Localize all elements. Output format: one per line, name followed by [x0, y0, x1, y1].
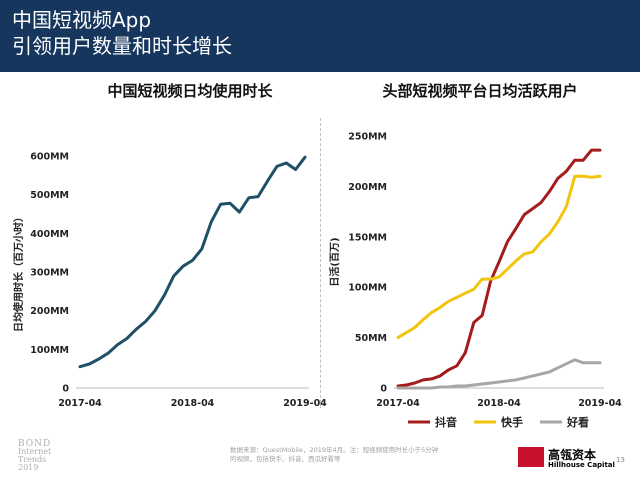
page-subtitle: 引领用户数量和时长增长 — [12, 34, 232, 58]
left-y-tick: 300MM — [30, 268, 69, 279]
page-title: 中国短视频App — [12, 8, 152, 32]
right-series-line-抖音 — [396, 148, 602, 388]
bond-logo: BOND Internet Trends 2019 — [18, 440, 78, 472]
left-y-tick: 0 — [62, 384, 69, 395]
bond-logo-subtitle: Internet Trends — [18, 447, 52, 464]
left-chart-title: 中国短视频日均使用时长 — [107, 82, 273, 100]
left-y-tick: 200MM — [30, 306, 69, 317]
left-y-tick: 500MM — [30, 190, 69, 201]
right-x-tick: 2018-04 — [477, 398, 521, 409]
right-y-tick: 200MM — [348, 182, 387, 193]
left-x-tick: 2017-04 — [58, 398, 102, 409]
left-x-tick: 2018-04 — [171, 398, 215, 409]
hillhouse-logo-english: Hillhouse Capital — [548, 461, 615, 469]
left-x-tick: 2019-04 — [283, 398, 327, 409]
right-y-tick: 50MM — [355, 333, 387, 344]
chart-divider — [320, 118, 321, 408]
hillhouse-logo-chinese: 高瓴资本 — [548, 448, 597, 462]
page-number: 13 — [616, 456, 625, 464]
left-y-tick: 100MM — [30, 345, 69, 356]
right-chart-title: 头部短视频平台日均活跃用户 — [382, 82, 578, 100]
left-series-line — [78, 155, 307, 369]
left-y-tick: 400MM — [30, 229, 69, 240]
right-y-tick: 250MM — [348, 132, 387, 143]
legend-label: 好看 — [566, 415, 589, 429]
right-series-line-快手 — [396, 174, 602, 340]
right-y-axis-title: 日活(百万) — [328, 237, 341, 286]
right-y-tick: 0 — [380, 384, 387, 395]
left-y-tick: 600MM — [30, 152, 69, 163]
hillhouse-logo-mark — [518, 447, 544, 467]
right-series-line-好看 — [396, 358, 602, 390]
right-x-tick: 2017-04 — [376, 398, 420, 409]
left-y-axis-title: 日均使用时长（百万小时） — [12, 212, 25, 332]
source-note-line2: 的视频，包括快手、抖音、西瓜好看等 — [230, 455, 341, 463]
source-note-line1: 数据来源：QuestMobile，2019年4月。注：短视频使用时长小于5分钟 — [230, 446, 439, 454]
source-note: 数据来源：QuestMobile，2019年4月。注：短视频使用时长小于5分钟 … — [230, 446, 450, 464]
right-x-tick: 2019-04 — [578, 398, 622, 409]
right-y-tick: 100MM — [348, 283, 387, 294]
bond-logo-year: 2019 — [18, 463, 39, 472]
right-y-tick: 150MM — [348, 232, 387, 243]
legend-label: 抖音 — [435, 415, 457, 429]
legend-label: 快手 — [500, 415, 523, 429]
header-banner: 中国短视频App 引领用户数量和时长增长 — [0, 0, 640, 72]
bond-logo-name: BOND — [18, 439, 52, 449]
